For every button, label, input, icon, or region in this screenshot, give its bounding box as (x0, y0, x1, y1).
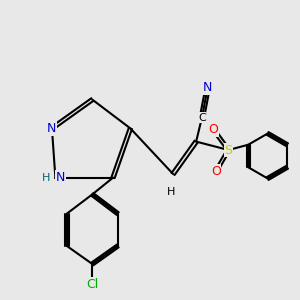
Text: C: C (198, 112, 206, 123)
Text: H: H (167, 187, 175, 197)
Text: N: N (56, 171, 65, 184)
Text: O: O (211, 165, 221, 178)
Text: H: H (42, 172, 50, 183)
Text: N: N (203, 81, 212, 94)
Text: Cl: Cl (86, 278, 98, 291)
Text: S: S (224, 143, 232, 157)
Text: O: O (208, 123, 218, 136)
Text: N: N (47, 122, 57, 135)
